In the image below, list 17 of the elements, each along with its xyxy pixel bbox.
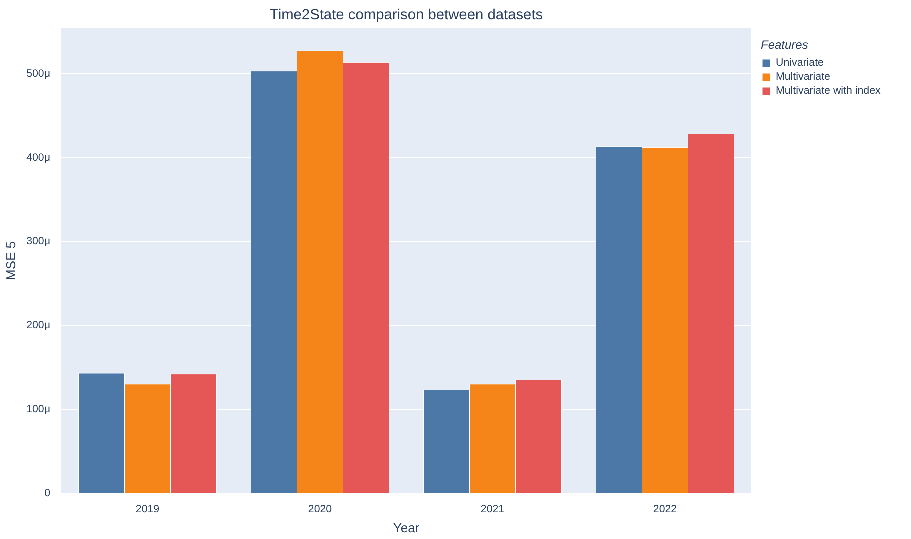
legend-label: Multivariate with index xyxy=(776,85,881,97)
legend-title: Features xyxy=(761,38,810,52)
y-tick-label: 0 xyxy=(44,488,51,500)
x-tick-label: 2021 xyxy=(480,504,505,516)
y-tick-label: 500μ xyxy=(26,68,51,80)
y-tick-label: 100μ xyxy=(26,404,51,416)
y-axis-title: MSE 5 xyxy=(4,241,19,281)
y-tick-label: 200μ xyxy=(26,320,51,332)
y-tick-label: 300μ xyxy=(26,236,51,248)
legend-label: Multivariate xyxy=(776,71,830,83)
chart-title: Time2State comparison between datasets xyxy=(270,8,544,24)
x-tick-label: 2020 xyxy=(308,504,332,516)
legend-label: Univariate xyxy=(776,57,824,69)
x-tick-label: 2022 xyxy=(653,504,678,516)
y-tick-label: 400μ xyxy=(26,152,51,164)
x-axis-title: Year xyxy=(393,520,420,536)
x-tick-label: 2019 xyxy=(136,504,160,516)
